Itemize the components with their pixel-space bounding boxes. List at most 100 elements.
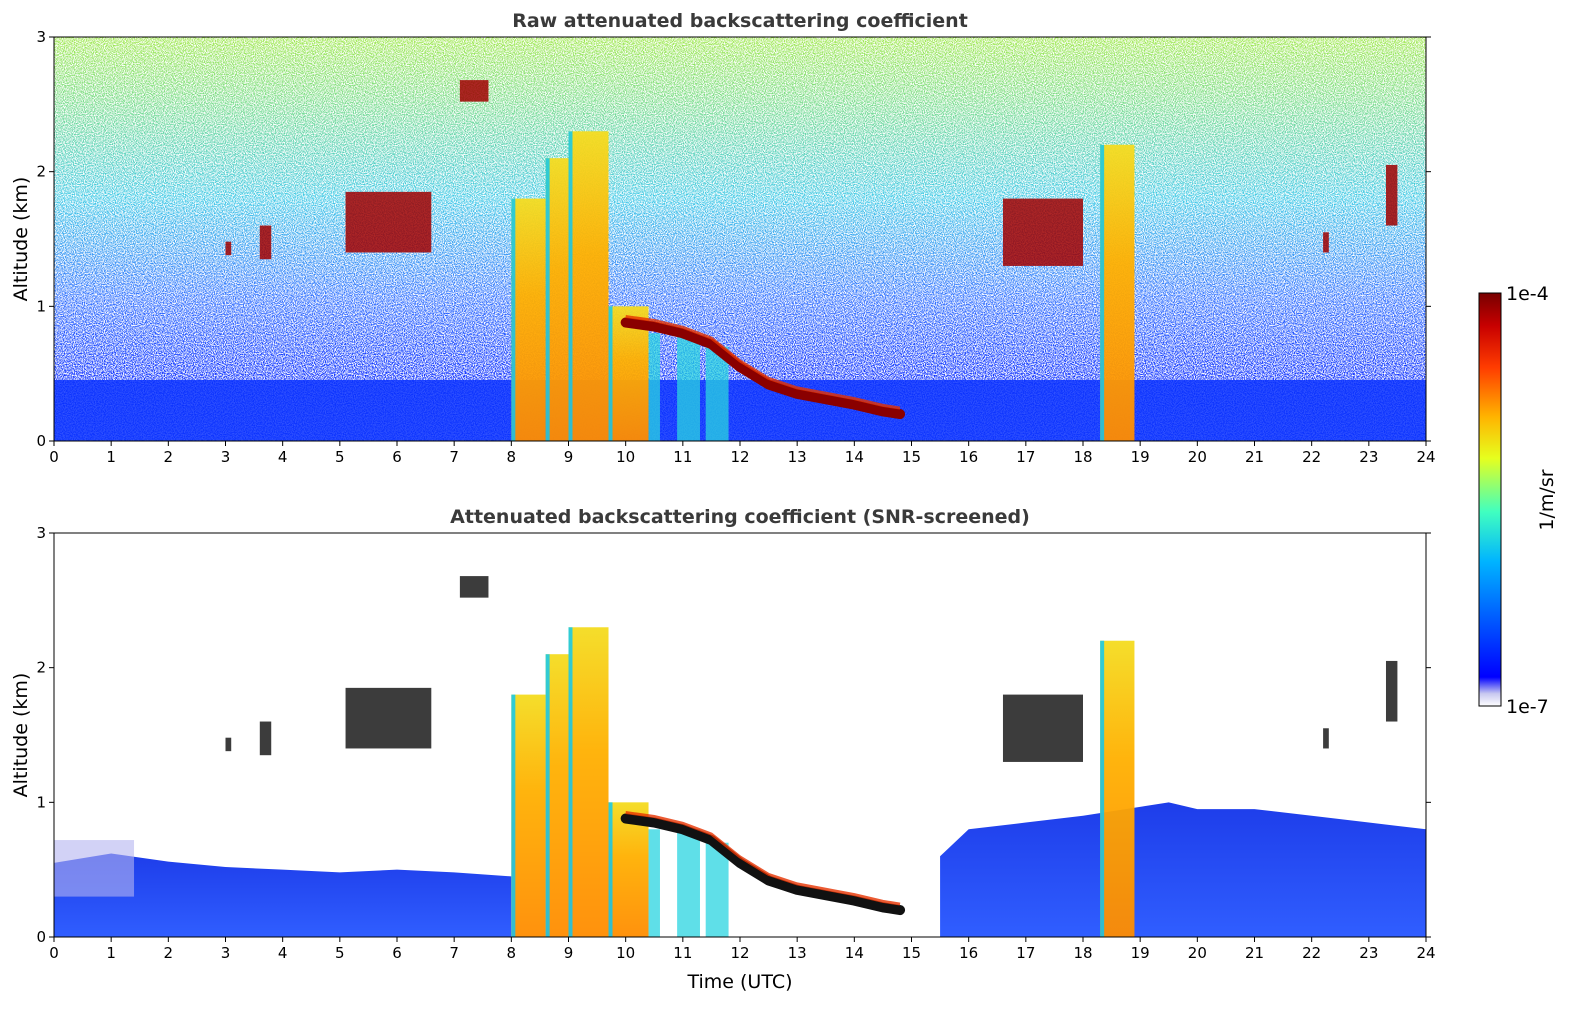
y-tick-label: 2 xyxy=(36,163,46,181)
elevated-cloud xyxy=(459,576,489,598)
y-tick-label: 3 xyxy=(36,28,46,46)
precipitation-band xyxy=(545,158,569,441)
x-tick-label: 8 xyxy=(507,448,517,466)
x-tick-label: 18 xyxy=(1073,944,1092,962)
x-tick-label: 14 xyxy=(845,944,864,962)
y-tick-label: 1 xyxy=(36,297,46,315)
panel-1-title: Raw attenuated backscattering coefficien… xyxy=(512,10,968,32)
x-tick-label: 4 xyxy=(278,944,288,962)
elevated-cloud xyxy=(225,737,232,752)
x-tick-label: 15 xyxy=(902,448,921,466)
low-cloud-fringe xyxy=(625,315,901,410)
panel-1-near-surface-layer xyxy=(54,380,1426,441)
x-tick-label: 6 xyxy=(392,944,402,962)
precipitation-band-edge xyxy=(568,627,573,937)
panel-1-y-ticks: 0 1 2 3 xyxy=(36,28,1431,450)
x-tick-label: 17 xyxy=(1016,448,1035,466)
y-tick-label: 0 xyxy=(36,928,46,946)
x-tick-label: 16 xyxy=(959,448,978,466)
x-tick-label: 19 xyxy=(1131,448,1150,466)
x-tick-label: 2 xyxy=(164,944,174,962)
panel-2-y-ticks: 0 1 2 3 xyxy=(36,524,1431,946)
precipitation-band-edge xyxy=(608,306,613,441)
x-tick-label: 21 xyxy=(1245,448,1264,466)
panel-2-plot-area xyxy=(54,533,1426,937)
elevated-cloud xyxy=(259,721,272,756)
fallstreak xyxy=(677,333,700,441)
precipitation-band xyxy=(511,694,546,937)
panel-1-plot-area xyxy=(54,37,1426,441)
fallstreak xyxy=(648,829,660,937)
fallstreak xyxy=(677,829,700,937)
x-tick-label: 19 xyxy=(1131,944,1150,962)
x-tick-label: 24 xyxy=(1416,944,1435,962)
x-tick-label: 24 xyxy=(1416,448,1435,466)
panel-2-title: Attenuated backscattering coefficient (S… xyxy=(450,506,1030,528)
x-tick-label: 11 xyxy=(673,944,692,962)
y-tick-label: 0 xyxy=(36,432,46,450)
colorbar-max-label: 1e-4 xyxy=(1506,283,1549,305)
x-tick-label: 14 xyxy=(845,448,864,466)
precipitation-band-edge xyxy=(545,158,550,441)
x-tick-label: 2 xyxy=(164,448,174,466)
precipitation-band xyxy=(1100,640,1135,937)
x-tick-label: 16 xyxy=(959,944,978,962)
y-tick-label: 1 xyxy=(36,793,46,811)
y-tick-label: 2 xyxy=(36,659,46,677)
panel-2-x-label: Time (UTC) xyxy=(686,971,792,993)
x-tick-label: 11 xyxy=(673,448,692,466)
x-tick-label: 22 xyxy=(1302,944,1321,962)
precipitation-band xyxy=(511,198,546,441)
elevated-cloud xyxy=(1385,164,1398,226)
x-tick-label: 0 xyxy=(49,448,59,466)
precipitation-band-edge xyxy=(568,131,573,441)
elevated-cloud xyxy=(345,687,432,749)
surface-haze-region xyxy=(54,840,135,897)
x-tick-label: 18 xyxy=(1073,448,1092,466)
x-tick-label: 1 xyxy=(106,448,116,466)
elevated-cloud xyxy=(225,241,232,256)
x-tick-label: 12 xyxy=(730,448,749,466)
x-tick-label: 9 xyxy=(564,448,574,466)
low-cloud-layer xyxy=(620,317,906,420)
fallstreak xyxy=(705,842,729,937)
precipitation-band xyxy=(545,654,569,937)
low-cloud-layer xyxy=(620,813,906,916)
boundary-layer-region xyxy=(54,853,512,937)
boundary-layer-region xyxy=(940,802,1426,937)
precipitation-band-edge xyxy=(1100,640,1105,937)
raw-backscatter-panel: Raw attenuated backscattering coefficien… xyxy=(10,10,1436,466)
x-tick-label: 20 xyxy=(1188,944,1207,962)
x-tick-label: 3 xyxy=(221,944,231,962)
x-tick-label: 0 xyxy=(49,944,59,962)
elevated-cloud xyxy=(1002,198,1083,266)
x-tick-label: 17 xyxy=(1016,944,1035,962)
x-tick-label: 15 xyxy=(902,944,921,962)
precipitation-band-edge xyxy=(545,654,550,937)
low-cloud-fringe xyxy=(625,811,901,906)
precipitation-band-edge xyxy=(1100,144,1105,441)
x-tick-label: 7 xyxy=(449,944,459,962)
panel-2-x-ticks: 0 1 2 3 4 5 6 7 8 9 10 11 12 13 14 15 16 17 18 19 20 21 22 23 24 xyxy=(49,937,1436,962)
x-tick-label: 5 xyxy=(335,944,345,962)
x-tick-label: 9 xyxy=(564,944,574,962)
x-tick-label: 23 xyxy=(1359,448,1378,466)
panel-1-noise-field xyxy=(54,37,1426,441)
x-tick-label: 6 xyxy=(392,448,402,466)
panel-2-features xyxy=(54,576,1426,937)
fallstreak xyxy=(705,346,729,441)
x-tick-label: 21 xyxy=(1245,944,1264,962)
y-tick-label: 3 xyxy=(36,524,46,542)
precipitation-band-edge xyxy=(511,694,516,937)
x-tick-label: 12 xyxy=(730,944,749,962)
panel-1-x-ticks: 0 1 2 3 4 5 6 7 8 9 10 11 12 13 14 15 16 17 18 19 20 21 22 23 24 xyxy=(49,441,1436,466)
panel-2-y-label: Altitude (km) xyxy=(10,673,32,798)
precipitation-band-edge xyxy=(608,802,613,937)
x-tick-label: 1 xyxy=(106,944,116,962)
elevated-cloud xyxy=(1002,694,1083,762)
x-tick-label: 23 xyxy=(1359,944,1378,962)
x-tick-label: 22 xyxy=(1302,448,1321,466)
colorbar-bar xyxy=(1478,292,1502,707)
fallstreak xyxy=(648,333,660,441)
